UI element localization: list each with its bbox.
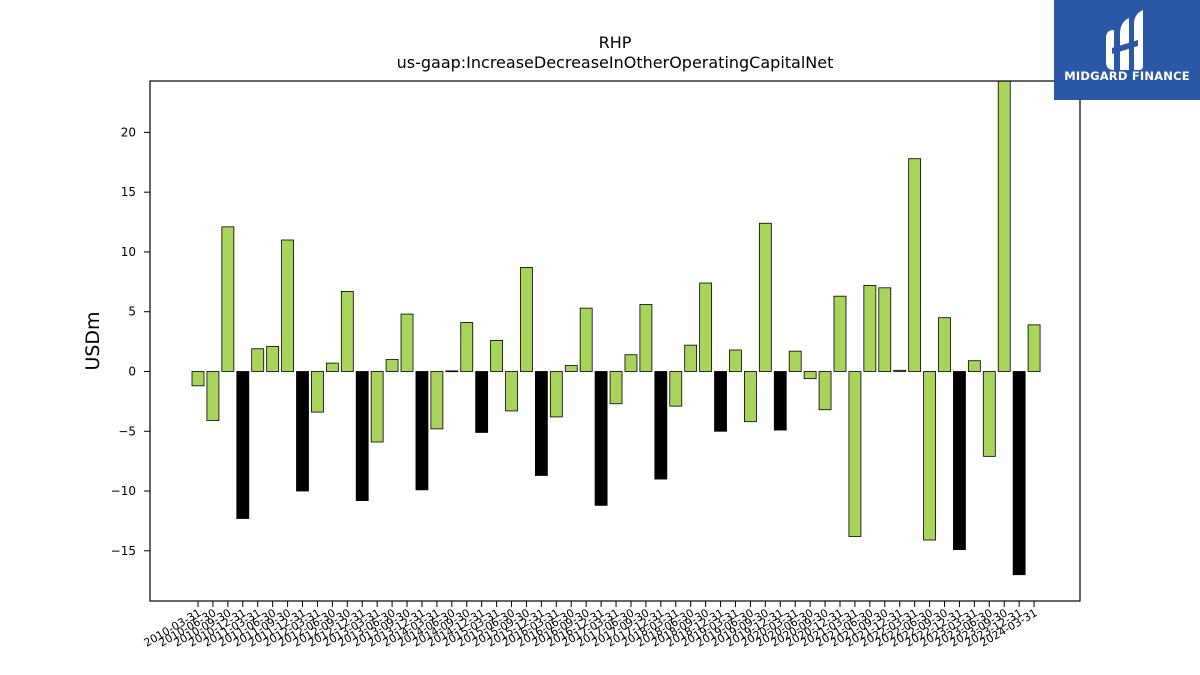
bar-2019-12-31: [773, 371, 787, 431]
midgard-finance-logo-icon: [1106, 10, 1143, 70]
bar-2018-03-31: [669, 371, 683, 407]
bar-2024-03-31: [1027, 324, 1041, 372]
bar-2021-03-31: [848, 371, 862, 537]
bar-2013-06-30: [385, 359, 399, 372]
midgard-finance-logo: MIDGARD FINANCE: [1054, 0, 1200, 100]
bar-2017-03-31: [609, 371, 623, 405]
bar-2020-09-30: [818, 371, 832, 411]
bar-2020-03-31: [788, 350, 802, 372]
bar-2017-06-30: [624, 354, 638, 372]
bar-2018-12-31: [714, 371, 727, 432]
bar-2016-09-30: [579, 307, 593, 372]
y-tick-label: 5: [128, 305, 136, 319]
bar-2016-03-31: [549, 371, 563, 418]
bar-2018-06-30: [684, 344, 698, 372]
bar-2022-03-31: [908, 158, 922, 372]
bar-2016-06-30: [564, 365, 578, 372]
bar-2015-09-30: [520, 267, 533, 372]
bar-2020-12-31: [833, 295, 847, 372]
y-tick-label: −10: [111, 484, 136, 498]
bar-2015-12-31: [534, 371, 548, 476]
bar-2023-06-30: [982, 371, 996, 457]
bar-2021-06-30: [863, 285, 877, 372]
bar-2019-06-30: [744, 371, 757, 423]
bar-2022-09-30: [938, 317, 951, 372]
bar-2012-09-30: [340, 290, 354, 372]
chart-subtitle: us-gaap:IncreaseDecreaseInOtherOperating…: [397, 53, 834, 72]
bar-2010-09-30: [221, 226, 235, 372]
bar-2016-12-31: [594, 371, 608, 506]
bar-2011-12-31: [296, 371, 309, 492]
bar-2020-06-30: [803, 371, 817, 380]
bar-2014-12-31: [475, 371, 489, 433]
bars-group: [191, 80, 1041, 576]
bar-2015-06-30: [505, 371, 518, 412]
bar-2019-03-31: [729, 349, 742, 372]
bar-2022-12-31: [953, 371, 966, 550]
y-tick-label: 20: [121, 125, 136, 139]
bar-2011-03-31: [251, 348, 265, 372]
bar-2019-09-30: [758, 222, 772, 372]
chart-title: RHP: [599, 33, 632, 52]
bar-2017-12-31: [654, 371, 668, 480]
bar-2014-09-30: [460, 322, 474, 372]
bar-2012-03-31: [311, 371, 324, 413]
bar-2010-03-31: [191, 371, 205, 387]
y-tick-label: −5: [118, 424, 136, 438]
bar-2011-09-30: [281, 239, 294, 372]
y-tick-label: −15: [111, 544, 136, 558]
bar-2013-03-31: [370, 371, 384, 443]
bar-2023-09-30: [997, 80, 1011, 372]
bar-2017-09-30: [639, 304, 653, 372]
bar-2014-03-31: [430, 371, 444, 430]
x-ticks-group: 2010-03-312010-06-302010-09-302010-12-31…: [142, 601, 1040, 650]
y-ticks-group: −15 −10 −5 0 5 10 15 20: [111, 125, 150, 558]
plot-frame: [149, 80, 1081, 602]
bar-2013-12-31: [415, 371, 429, 491]
bar-2023-12-31: [1012, 371, 1026, 576]
bar-2022-06-30: [923, 371, 936, 541]
bar-2023-03-31: [967, 360, 981, 372]
bar-2018-09-30: [699, 282, 713, 372]
y-axis-label: USDm: [82, 311, 104, 370]
bar-2010-12-31: [236, 371, 250, 519]
y-tick-label: 0: [128, 364, 136, 378]
bar-2021-12-31: [893, 369, 907, 372]
y-tick-label: 15: [121, 185, 136, 199]
bar-2012-06-30: [325, 362, 339, 372]
bar-2014-06-30: [445, 370, 459, 373]
bar-2012-12-31: [355, 371, 369, 501]
bar-2021-09-30: [878, 287, 892, 372]
bar-2010-06-30: [206, 371, 220, 421]
bar-2015-03-31: [490, 339, 504, 372]
bar-2013-09-30: [400, 313, 414, 372]
bar-2011-06-30: [266, 345, 280, 372]
logo-text: MIDGARD FINANCE: [1064, 69, 1190, 83]
y-tick-label: 10: [121, 245, 136, 259]
